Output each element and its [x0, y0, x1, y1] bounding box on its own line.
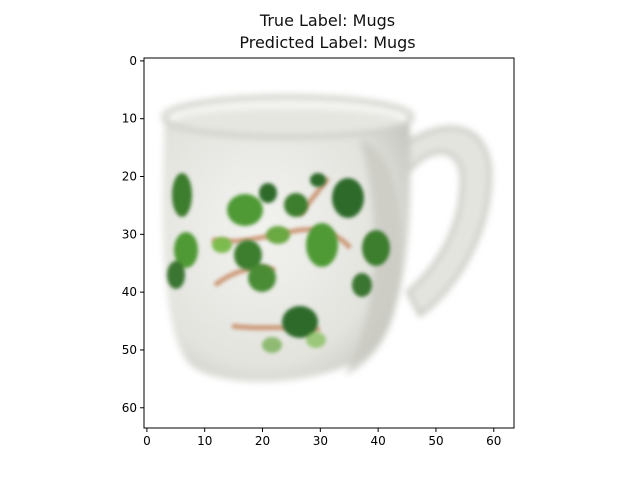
y-tick-label: 10	[122, 112, 137, 126]
x-tick-label: 40	[371, 434, 386, 448]
mug-photo	[161, 94, 493, 382]
y-tick-label: 30	[122, 227, 137, 241]
y-tick-label: 40	[122, 285, 137, 299]
y-tick-label: 50	[122, 343, 137, 357]
y-tick-label: 20	[122, 170, 137, 184]
y-tick-label: 0	[129, 54, 137, 68]
y-tick-label: 60	[122, 401, 137, 415]
x-tick-label: 0	[143, 434, 151, 448]
true-label-title: True Label: Mugs	[259, 11, 396, 30]
x-tick-label: 10	[197, 434, 212, 448]
x-axis-ticks: 0 10 20 30 40 50 60	[143, 428, 501, 448]
x-tick-label: 50	[428, 434, 443, 448]
x-tick-label: 20	[255, 434, 270, 448]
axes-frame	[143, 57, 515, 429]
predicted-label-title: Predicted Label: Mugs	[239, 33, 416, 52]
x-tick-label: 30	[313, 434, 328, 448]
y-axis-ticks: 0 10 20 30 40 50 60	[122, 54, 144, 415]
x-tick-label: 60	[486, 434, 501, 448]
